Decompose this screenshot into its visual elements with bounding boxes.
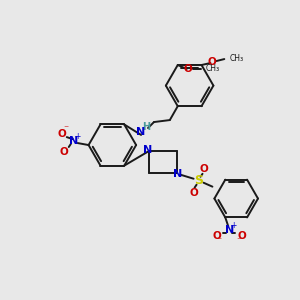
Text: N: N (136, 127, 146, 137)
Text: CH₃: CH₃ (206, 64, 220, 74)
Text: O: O (207, 57, 216, 67)
Text: O: O (57, 129, 66, 139)
Text: S: S (194, 174, 203, 187)
Text: O: O (189, 188, 198, 198)
Text: O: O (199, 164, 208, 174)
Text: O: O (212, 231, 221, 241)
Text: O: O (59, 147, 68, 157)
Text: N: N (173, 169, 182, 179)
Text: ⁻: ⁻ (63, 124, 68, 134)
Text: O: O (183, 64, 192, 74)
Text: N: N (69, 136, 78, 146)
Text: N: N (143, 145, 153, 155)
Text: ⁻: ⁻ (237, 236, 242, 246)
Text: O: O (238, 231, 247, 241)
Text: +: + (74, 132, 81, 141)
Text: H: H (142, 122, 150, 132)
Text: CH₃: CH₃ (229, 54, 243, 63)
Text: +: + (230, 221, 236, 230)
Text: N: N (225, 225, 234, 235)
Text: ⁻: ⁻ (217, 236, 222, 246)
